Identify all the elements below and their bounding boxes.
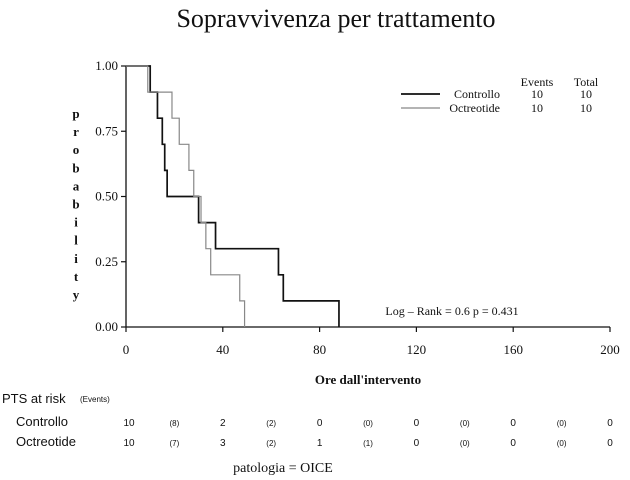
risk-count-cell: 0 [510, 418, 516, 429]
footer-label: patologia = OICE [233, 461, 333, 476]
y-axis-label-letter: p [72, 106, 79, 121]
y-axis-label-letter: t [74, 269, 79, 284]
y-tick-label: 0.25 [95, 254, 118, 269]
x-tick-label: 80 [313, 342, 326, 357]
series-line-controllo [126, 65, 340, 327]
y-tick-label: 0.75 [95, 123, 118, 138]
logrank-annotation: Log – Rank = 0.6 p = 0.431 [385, 304, 518, 318]
risk-count-cell: 1 [317, 438, 323, 449]
risk-count-cell: 10 [123, 418, 135, 429]
legend-label-octreotide: Octreotide [449, 101, 500, 115]
y-tick-label: 0.50 [95, 189, 118, 204]
risk-row-label: Controllo [16, 414, 68, 429]
risk-count-cell: 0 [607, 438, 613, 449]
risk-count-cell: 2 [220, 418, 226, 429]
risk-table-subtitle: (Events) [80, 395, 110, 404]
risk-events-cell: (8) [170, 419, 180, 428]
y-axis-label-letter: o [73, 142, 80, 157]
x-axis-label: Ore dall'intervento [315, 372, 421, 387]
legend-header-total: Total [574, 75, 599, 89]
legend-label-controllo: Controllo [454, 87, 500, 101]
risk-count-cell: 0 [414, 418, 420, 429]
legend-header-events: Events [521, 75, 554, 89]
x-tick-label: 200 [600, 342, 620, 357]
y-tick-label: 1.00 [95, 58, 118, 73]
y-axis-label-letter: r [73, 124, 79, 139]
y-axis-label-letter: i [74, 251, 78, 266]
x-tick-label: 160 [503, 342, 523, 357]
x-tick-label: 0 [123, 342, 130, 357]
risk-count-cell: 0 [414, 438, 420, 449]
y-axis-label-letter: b [72, 197, 79, 212]
y-axis-label-letter: l [74, 233, 78, 248]
chart-title: Sopravvivenza per trattamento [176, 4, 495, 33]
y-axis-label-letter: a [73, 178, 80, 193]
y-axis-label-letter: y [73, 287, 80, 302]
risk-events-cell: (0) [363, 419, 373, 428]
risk-count-cell: 0 [510, 438, 516, 449]
risk-events-cell: (0) [460, 439, 470, 448]
risk-events-cell: (0) [460, 419, 470, 428]
risk-events-cell: (7) [170, 439, 180, 448]
risk-count-cell: 10 [123, 438, 135, 449]
risk-events-cell: (2) [266, 439, 276, 448]
y-axis-label-letter: b [72, 160, 79, 175]
risk-row-label: Octreotide [16, 434, 76, 449]
risk-count-cell: 0 [317, 418, 323, 429]
risk-events-cell: (0) [557, 439, 567, 448]
legend-total-value: 10 [580, 101, 592, 115]
x-tick-label: 40 [216, 342, 229, 357]
risk-table-title: PTS at risk [2, 391, 66, 406]
legend-total-value: 10 [580, 87, 592, 101]
risk-events-cell: (2) [266, 419, 276, 428]
risk-count-cell: 0 [607, 418, 613, 429]
series-line-octreotide [126, 65, 246, 327]
legend-events-value: 10 [531, 87, 543, 101]
x-tick-label: 120 [407, 342, 427, 357]
legend-events-value: 10 [531, 101, 543, 115]
risk-events-cell: (1) [363, 439, 373, 448]
y-axis-label-letter: i [74, 215, 78, 230]
y-tick-label: 0.00 [95, 319, 118, 334]
risk-events-cell: (0) [557, 419, 567, 428]
risk-count-cell: 3 [220, 438, 226, 449]
